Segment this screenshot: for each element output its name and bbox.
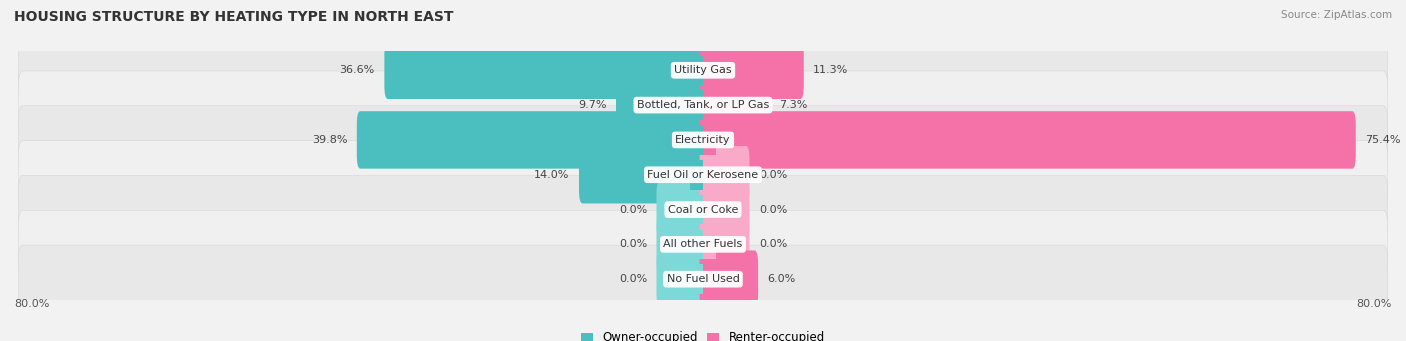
Text: 80.0%: 80.0% xyxy=(1357,299,1392,309)
Bar xyxy=(703,229,716,259)
Bar xyxy=(690,90,703,120)
FancyBboxPatch shape xyxy=(700,251,758,308)
Bar xyxy=(703,160,716,190)
Bar xyxy=(703,90,716,120)
FancyBboxPatch shape xyxy=(384,42,706,99)
Text: 39.8%: 39.8% xyxy=(312,135,347,145)
FancyBboxPatch shape xyxy=(18,71,1388,139)
FancyBboxPatch shape xyxy=(579,146,706,204)
Bar xyxy=(690,125,703,155)
Bar xyxy=(703,195,716,224)
FancyBboxPatch shape xyxy=(700,111,1355,169)
FancyBboxPatch shape xyxy=(700,181,749,238)
Text: 0.0%: 0.0% xyxy=(619,239,647,249)
Bar xyxy=(703,264,716,294)
FancyBboxPatch shape xyxy=(357,111,706,169)
Text: 6.0%: 6.0% xyxy=(768,274,796,284)
Text: 11.3%: 11.3% xyxy=(813,65,848,75)
Text: Fuel Oil or Kerosene: Fuel Oil or Kerosene xyxy=(647,170,759,180)
FancyBboxPatch shape xyxy=(18,106,1388,174)
FancyBboxPatch shape xyxy=(18,175,1388,244)
Bar xyxy=(690,160,703,190)
Text: Source: ZipAtlas.com: Source: ZipAtlas.com xyxy=(1281,10,1392,20)
Text: Electricity: Electricity xyxy=(675,135,731,145)
Legend: Owner-occupied, Renter-occupied: Owner-occupied, Renter-occupied xyxy=(576,326,830,341)
Bar xyxy=(690,264,703,294)
Text: 75.4%: 75.4% xyxy=(1365,135,1400,145)
Text: 0.0%: 0.0% xyxy=(619,274,647,284)
FancyBboxPatch shape xyxy=(700,42,804,99)
Text: 0.0%: 0.0% xyxy=(759,170,787,180)
Text: 9.7%: 9.7% xyxy=(578,100,606,110)
Text: All other Fuels: All other Fuels xyxy=(664,239,742,249)
FancyBboxPatch shape xyxy=(18,210,1388,279)
Text: 14.0%: 14.0% xyxy=(534,170,569,180)
Text: 0.0%: 0.0% xyxy=(759,239,787,249)
FancyBboxPatch shape xyxy=(18,140,1388,209)
FancyBboxPatch shape xyxy=(616,76,706,134)
FancyBboxPatch shape xyxy=(18,245,1388,313)
Bar xyxy=(703,125,716,155)
Text: Coal or Coke: Coal or Coke xyxy=(668,205,738,214)
FancyBboxPatch shape xyxy=(700,216,749,273)
Text: 36.6%: 36.6% xyxy=(340,65,375,75)
FancyBboxPatch shape xyxy=(657,216,706,273)
Text: Utility Gas: Utility Gas xyxy=(675,65,731,75)
Text: Bottled, Tank, or LP Gas: Bottled, Tank, or LP Gas xyxy=(637,100,769,110)
FancyBboxPatch shape xyxy=(657,251,706,308)
FancyBboxPatch shape xyxy=(700,146,749,204)
Text: 0.0%: 0.0% xyxy=(759,205,787,214)
Text: No Fuel Used: No Fuel Used xyxy=(666,274,740,284)
Text: HOUSING STRUCTURE BY HEATING TYPE IN NORTH EAST: HOUSING STRUCTURE BY HEATING TYPE IN NOR… xyxy=(14,10,454,24)
Bar xyxy=(690,195,703,224)
Text: 7.3%: 7.3% xyxy=(779,100,807,110)
Bar xyxy=(703,56,716,85)
FancyBboxPatch shape xyxy=(18,36,1388,104)
Text: 80.0%: 80.0% xyxy=(14,299,49,309)
Bar xyxy=(690,229,703,259)
FancyBboxPatch shape xyxy=(657,181,706,238)
Bar xyxy=(690,56,703,85)
Text: 0.0%: 0.0% xyxy=(619,205,647,214)
FancyBboxPatch shape xyxy=(700,76,769,134)
